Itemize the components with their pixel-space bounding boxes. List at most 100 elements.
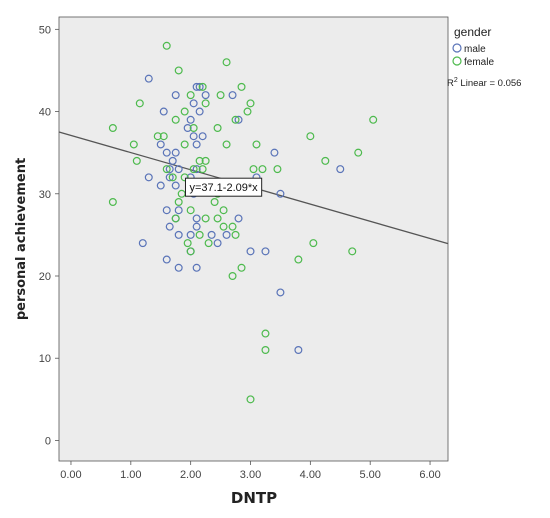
- point-male: [168, 156, 177, 165]
- point-female: [216, 91, 225, 100]
- point-female: [354, 148, 363, 157]
- point-male: [336, 165, 345, 174]
- point-female: [201, 99, 210, 108]
- point-female: [237, 82, 246, 91]
- point-female: [228, 222, 237, 231]
- point-female: [201, 214, 210, 223]
- x-axis-ticks: 0.00 1.00 2.00 3.00 4.00 5.00 6.00: [60, 461, 441, 481]
- point-female: [231, 230, 240, 239]
- x-tick-label: 4.00: [300, 469, 321, 481]
- point-female: [153, 132, 162, 141]
- point-female: [237, 263, 246, 272]
- point-female: [183, 239, 192, 248]
- point-male: [276, 189, 285, 198]
- point-male: [162, 148, 171, 157]
- fit-line-label-box: [184, 177, 263, 197]
- point-male: [270, 148, 279, 157]
- y-axis-ticks: 0 10 20 30 40 50: [39, 24, 59, 447]
- point-male: [192, 165, 201, 174]
- point-female: [249, 165, 258, 174]
- point-male: [192, 82, 201, 91]
- point-female: [186, 91, 195, 100]
- legend-marker-female: [452, 56, 462, 66]
- point-female: [231, 115, 240, 124]
- point-female: [348, 247, 357, 256]
- point-male: [234, 115, 243, 124]
- point-male: [276, 288, 285, 297]
- point-female: [108, 123, 117, 132]
- fit-line-label-group: y=37.1-2.09*x: [184, 177, 263, 197]
- point-male: [195, 107, 204, 116]
- legend-r-squared: R2 Linear = 0.056: [447, 77, 521, 89]
- point-male: [165, 222, 174, 231]
- point-male: [201, 91, 210, 100]
- legend-marker-male: [452, 43, 462, 53]
- x-tick-label: 2.00: [180, 469, 201, 481]
- point-male: [159, 107, 168, 116]
- point-male: [162, 206, 171, 215]
- y-tick-label: 30: [39, 189, 51, 201]
- point-female: [252, 140, 261, 149]
- point-male: [144, 74, 153, 83]
- point-male: [186, 115, 195, 124]
- point-male: [189, 99, 198, 108]
- point-female: [228, 272, 237, 281]
- point-female: [132, 156, 141, 165]
- point-male: [234, 214, 243, 223]
- point-female: [246, 395, 255, 404]
- point-male: [294, 346, 303, 355]
- point-female: [171, 115, 180, 124]
- point-male: [174, 263, 183, 272]
- point-female: [195, 230, 204, 239]
- plot-background: [58, 16, 449, 462]
- point-male: [207, 230, 216, 239]
- point-female: [195, 156, 204, 165]
- point-female: [180, 107, 189, 116]
- legend: gender male female R2 Linear = 0.056: [447, 25, 521, 89]
- legend-label-male: male: [464, 44, 486, 55]
- point-male: [195, 82, 204, 91]
- point-male: [192, 214, 201, 223]
- point-male: [165, 173, 174, 182]
- point-female: [198, 165, 207, 174]
- y-tick-label: 10: [39, 353, 51, 365]
- x-tick-label: 0.00: [60, 469, 81, 481]
- point-male: [162, 255, 171, 264]
- y-axis-title: personal achievement: [14, 158, 29, 320]
- point-female: [159, 132, 168, 141]
- point-female: [219, 206, 228, 215]
- point-female: [129, 140, 138, 149]
- point-female: [189, 123, 198, 132]
- point-female: [180, 140, 189, 149]
- point-male: [144, 173, 153, 182]
- point-female: [135, 99, 144, 108]
- y-tick-label: 50: [39, 24, 51, 36]
- point-female: [294, 255, 303, 264]
- point-male: [183, 123, 192, 132]
- point-male: [171, 181, 180, 190]
- point-male: [213, 239, 222, 248]
- point-female: [186, 206, 195, 215]
- x-axis-title: DNTP: [231, 489, 277, 507]
- y-tick-label: 40: [39, 107, 51, 119]
- point-male: [192, 263, 201, 272]
- y-tick-label: 0: [45, 435, 51, 447]
- data-points: [108, 41, 378, 404]
- point-female: [222, 58, 231, 67]
- point-female: [213, 214, 222, 223]
- point-female: [162, 165, 171, 174]
- point-male: [174, 230, 183, 239]
- point-female: [186, 247, 195, 256]
- point-female: [219, 222, 228, 231]
- point-female: [309, 239, 318, 248]
- point-male: [156, 140, 165, 149]
- point-male: [138, 239, 147, 248]
- x-tick-label: 1.00: [120, 469, 141, 481]
- point-male: [171, 148, 180, 157]
- point-female: [210, 198, 219, 207]
- y-tick-label: 20: [39, 271, 51, 283]
- point-female: [258, 165, 267, 174]
- point-female: [321, 156, 330, 165]
- point-male: [171, 91, 180, 100]
- point-female: [204, 239, 213, 248]
